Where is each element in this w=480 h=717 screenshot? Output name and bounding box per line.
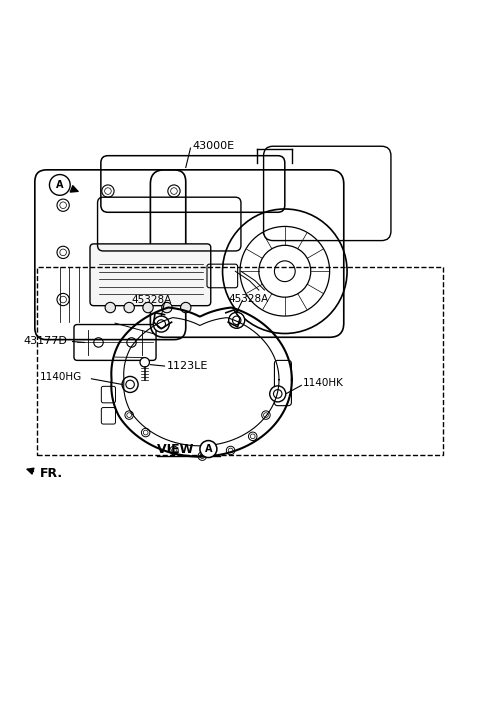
Circle shape bbox=[126, 380, 134, 389]
Text: 45328A: 45328A bbox=[228, 293, 268, 303]
Text: 45328A: 45328A bbox=[132, 295, 172, 305]
Text: A: A bbox=[204, 444, 212, 454]
Circle shape bbox=[270, 386, 286, 402]
Circle shape bbox=[49, 174, 70, 195]
Circle shape bbox=[153, 316, 169, 332]
Circle shape bbox=[124, 303, 134, 313]
Text: 43000E: 43000E bbox=[193, 141, 235, 151]
Circle shape bbox=[274, 389, 282, 398]
Circle shape bbox=[140, 358, 149, 367]
Circle shape bbox=[157, 320, 166, 328]
Text: FR.: FR. bbox=[39, 467, 63, 480]
Bar bbox=[37, 267, 443, 455]
Circle shape bbox=[232, 316, 241, 325]
Circle shape bbox=[162, 303, 172, 313]
Circle shape bbox=[143, 303, 153, 313]
Text: VIEW: VIEW bbox=[157, 442, 198, 455]
Text: 1140HG: 1140HG bbox=[39, 372, 82, 382]
Circle shape bbox=[122, 376, 138, 392]
Circle shape bbox=[180, 303, 191, 313]
FancyBboxPatch shape bbox=[90, 244, 211, 305]
Text: A: A bbox=[56, 180, 63, 190]
Text: 43177D: 43177D bbox=[23, 336, 67, 346]
Circle shape bbox=[200, 440, 217, 457]
Text: 1123LE: 1123LE bbox=[167, 361, 208, 371]
Circle shape bbox=[105, 303, 116, 313]
Text: 1140HK: 1140HK bbox=[303, 379, 344, 389]
Circle shape bbox=[228, 313, 245, 328]
